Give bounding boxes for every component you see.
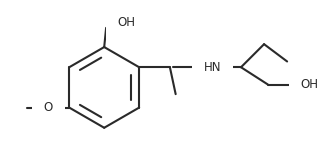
Text: OH: OH [118, 16, 136, 29]
Text: O: O [43, 101, 53, 114]
Text: OH: OH [300, 78, 318, 91]
Text: HN: HN [204, 61, 221, 74]
